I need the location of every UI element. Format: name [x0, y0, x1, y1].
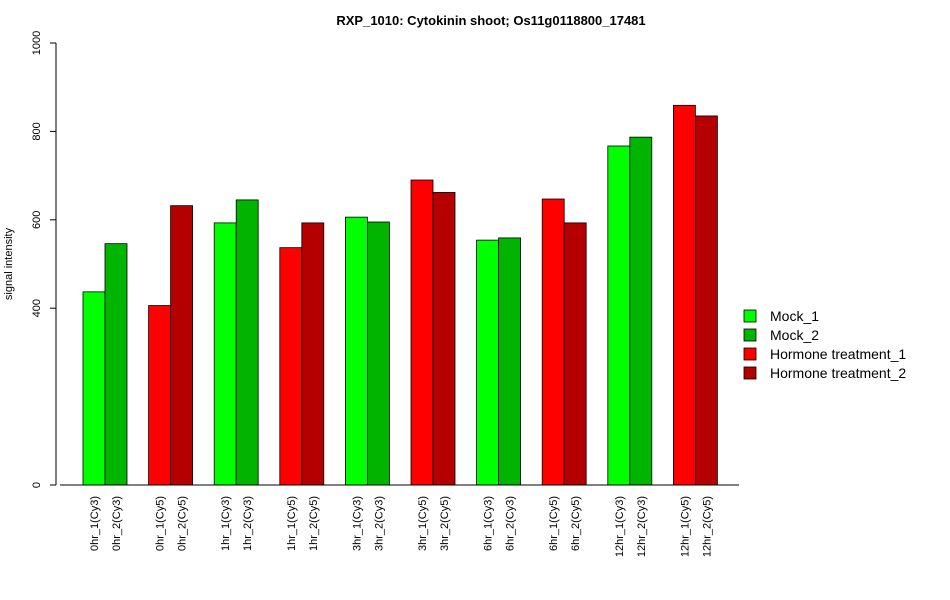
legend-label: Hormone treatment_1 [770, 346, 906, 362]
bar-0hr_1(Cy5) [148, 305, 172, 486]
y-tick-label: 800 [31, 122, 43, 140]
bar-6hr_2(Cy3) [498, 237, 522, 486]
legend-swatch [743, 328, 757, 342]
x-tick-label: 1hr_2(Cy3) [242, 496, 254, 551]
legend-swatch [743, 366, 757, 380]
x-tick-label: 3hr_2(Cy3) [373, 496, 385, 551]
y-tick-label: 400 [31, 299, 43, 317]
y-tick-label: 0 [31, 482, 43, 488]
legend-swatch [743, 309, 757, 323]
bar-12hr_2(Cy5) [695, 115, 718, 486]
legend-label: Mock_2 [770, 327, 819, 343]
bar-0hr_2(Cy3) [104, 243, 128, 486]
bar-1hr_2(Cy3) [235, 199, 259, 486]
x-tick-label: 1hr_1(Cy5) [286, 496, 298, 551]
x-tick-label: 0hr_1(Cy3) [89, 496, 101, 551]
bar-6hr_1(Cy5) [541, 198, 565, 486]
y-tick-label: 1000 [31, 31, 43, 55]
y-axis: 0 400 600 800 1000 [31, 31, 57, 488]
x-tick-label: 6hr_1(Cy3) [483, 496, 495, 551]
x-tick-labels: 0hr_1(Cy3) 0hr_2(Cy3) 0hr_1(Cy5) 0hr_2(Cy5)… [89, 496, 713, 557]
x-tick-label: 1hr_2(Cy5) [308, 496, 320, 551]
x-tick-label: 3hr_2(Cy5) [439, 496, 451, 551]
chart-title: RXP_1010: Cytokinin shoot; Os11g0118800_… [336, 13, 645, 28]
x-tick-label: 12hr_2(Cy5) [701, 496, 713, 557]
y-axis-label: signal intensity [3, 227, 15, 300]
bar-1hr_1(Cy5) [279, 247, 303, 486]
bar-1hr_1(Cy3) [213, 222, 237, 486]
bar-6hr_1(Cy3) [476, 239, 500, 486]
bar-12hr_1(Cy5) [673, 104, 696, 486]
x-tick-label: 6hr_2(Cy5) [570, 496, 582, 551]
x-tick-label: 12hr_1(Cy3) [614, 496, 626, 557]
bar-12hr_1(Cy3) [607, 145, 631, 486]
bar-12hr_2(Cy3) [629, 136, 653, 486]
bar-1hr_2(Cy5) [301, 222, 325, 486]
x-tick-label: 0hr_2(Cy5) [177, 496, 189, 551]
x-tick-label: 6hr_1(Cy5) [548, 496, 560, 551]
legend: Mock_1 Mock_2 Hormone treatment_1 Hormone t… [743, 308, 906, 381]
legend-swatch [743, 347, 757, 361]
x-tick-label: 0hr_1(Cy5) [155, 496, 167, 551]
bar-3hr_1(Cy5) [410, 179, 434, 486]
y-tick-label: 600 [31, 211, 43, 229]
bars-group [82, 104, 718, 486]
bar-0hr_2(Cy5) [170, 205, 194, 486]
bar-3hr_1(Cy3) [344, 216, 368, 486]
x-tick-label: 3hr_1(Cy5) [417, 496, 429, 551]
x-tick-label: 12hr_1(Cy5) [679, 496, 691, 557]
bar-3hr_2(Cy5) [432, 191, 456, 486]
x-tick-label: 1hr_1(Cy3) [220, 496, 232, 551]
legend-label: Mock_1 [770, 308, 819, 324]
legend-label: Hormone treatment_2 [770, 365, 906, 381]
bar-3hr_2(Cy3) [366, 221, 390, 486]
bar-6hr_2(Cy5) [563, 222, 587, 486]
x-tick-label: 3hr_1(Cy3) [351, 496, 363, 551]
x-tick-label: 0hr_2(Cy3) [111, 496, 123, 551]
bar-0hr_1(Cy3) [82, 291, 106, 486]
x-tick-label: 12hr_2(Cy3) [636, 496, 648, 557]
x-tick-label: 6hr_2(Cy3) [505, 496, 517, 551]
